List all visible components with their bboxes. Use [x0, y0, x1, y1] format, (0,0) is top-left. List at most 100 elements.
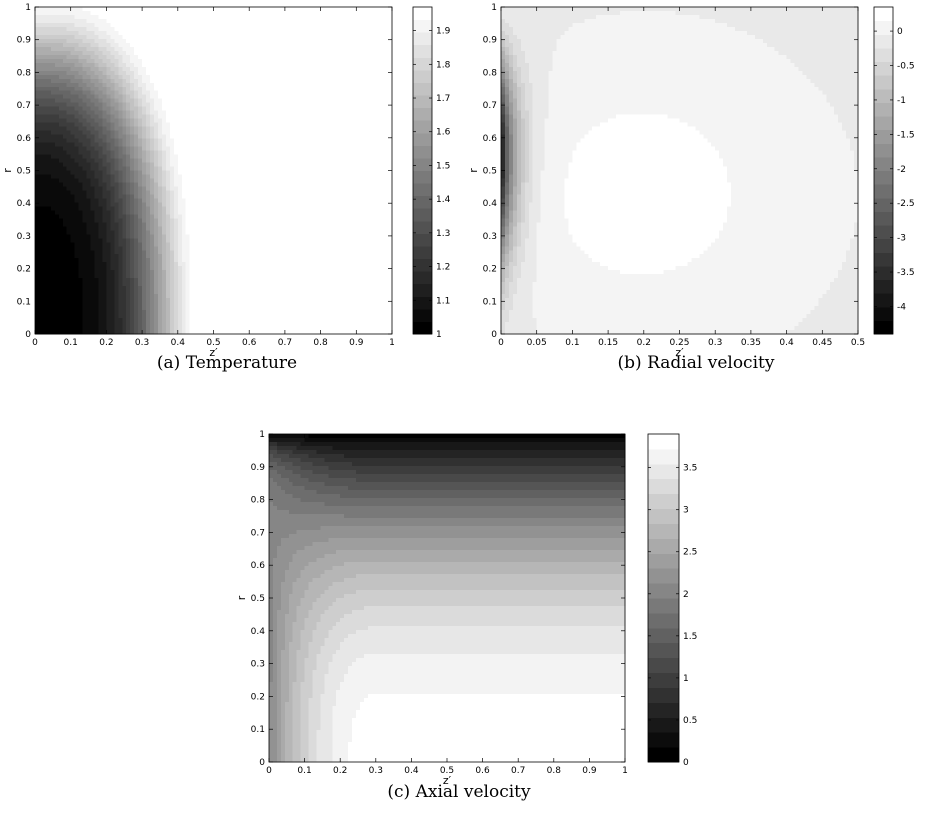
contour-cell	[288, 142, 294, 148]
contour-cell	[280, 66, 286, 72]
contour-cell	[253, 10, 258, 16]
contour-cell	[205, 190, 211, 196]
contour-cell	[181, 78, 187, 84]
contour-cell	[245, 106, 250, 112]
contour-cell	[86, 150, 92, 156]
contour-cell	[245, 14, 250, 20]
contour-cell	[356, 194, 361, 200]
contour-cell	[237, 190, 242, 196]
contour-cell	[245, 86, 250, 92]
contour-cell	[340, 110, 345, 116]
contour-cell	[249, 42, 254, 48]
contour-cell	[110, 174, 115, 180]
contour-cell	[237, 118, 242, 124]
contour-cell	[356, 150, 361, 156]
contour-cell	[150, 126, 155, 132]
contour-cell	[280, 214, 286, 219]
contour-cell	[253, 70, 258, 76]
contour-cell	[320, 22, 326, 28]
contour-cell	[249, 86, 254, 92]
contour-cell	[356, 98, 361, 104]
contour-cell	[245, 186, 250, 192]
contour-cell	[332, 18, 338, 24]
contour-cell	[312, 114, 318, 120]
contour-cell	[245, 218, 250, 223]
contour-cell	[74, 62, 80, 68]
contour-cell	[157, 126, 163, 132]
contour-cell	[213, 194, 219, 200]
contour-cell	[221, 34, 226, 40]
contour-cell	[292, 7, 298, 12]
contour-cell	[276, 158, 282, 164]
contour-cell	[300, 210, 306, 215]
contour-cell	[189, 158, 195, 164]
contour-cell	[102, 66, 107, 72]
contour-cell	[161, 158, 167, 164]
contour-cell	[352, 170, 357, 176]
contour-cell	[35, 226, 40, 231]
contour-cell	[213, 62, 219, 68]
contour-cell	[126, 70, 131, 76]
contour-cell	[372, 206, 377, 211]
contour-cell	[372, 14, 377, 20]
contour-cell	[209, 54, 215, 60]
contour-cell	[98, 114, 104, 120]
contour-cell	[122, 154, 127, 160]
contour-cell	[237, 58, 242, 64]
contour-cell	[146, 110, 151, 116]
contour-cell	[344, 38, 349, 44]
contour-cell	[241, 82, 246, 88]
contour-cell	[94, 142, 100, 148]
contour-cell	[344, 206, 349, 211]
contour-cell	[38, 114, 44, 120]
contour-cell	[157, 114, 163, 120]
contour-cell	[288, 102, 294, 108]
contour-cell	[316, 66, 322, 72]
contour-cell	[74, 214, 80, 219]
contour-cell	[134, 98, 139, 104]
contour-cell	[292, 18, 298, 24]
contour-cell	[261, 214, 266, 219]
contour-cell	[86, 134, 92, 140]
contour-cell	[229, 7, 234, 12]
contour-cell	[304, 110, 310, 116]
contour-cell	[273, 214, 278, 219]
contour-cell	[332, 42, 338, 48]
contour-cell	[265, 198, 270, 203]
contour-cell	[189, 14, 195, 20]
contour-cell	[138, 122, 143, 128]
contour-cell	[316, 78, 322, 84]
contour-cell	[118, 106, 123, 112]
contour-cell	[384, 7, 389, 12]
contour-cell	[265, 174, 270, 180]
contour-cell	[364, 194, 369, 200]
contour-cell	[130, 54, 135, 60]
contour-cell	[134, 106, 139, 112]
contour-cell	[90, 94, 96, 100]
contour-cell	[189, 226, 195, 231]
contour-cell	[344, 78, 349, 84]
contour-cell	[336, 130, 342, 136]
contour-cell	[38, 150, 44, 156]
contour-cell	[261, 10, 266, 16]
contour-cell	[237, 106, 242, 112]
contour-cell	[46, 194, 52, 200]
contour-cell	[66, 174, 72, 180]
contour-cell	[130, 22, 135, 28]
contour-cell	[376, 206, 381, 211]
contour-cell	[138, 7, 143, 12]
contour-cell	[213, 186, 219, 192]
contour-cell	[388, 70, 393, 76]
contour-cell	[348, 98, 353, 104]
contour-cell	[42, 218, 48, 223]
contour-cell	[161, 114, 167, 120]
contour-cell	[288, 206, 294, 211]
contour-cell	[332, 110, 338, 116]
contour-cell	[62, 26, 68, 32]
contour-cell	[185, 90, 191, 96]
contour-cell	[54, 206, 60, 211]
contour-cell	[205, 154, 211, 160]
contour-cell	[110, 82, 115, 88]
contour-cell	[288, 118, 294, 124]
contour-cell	[368, 62, 373, 68]
